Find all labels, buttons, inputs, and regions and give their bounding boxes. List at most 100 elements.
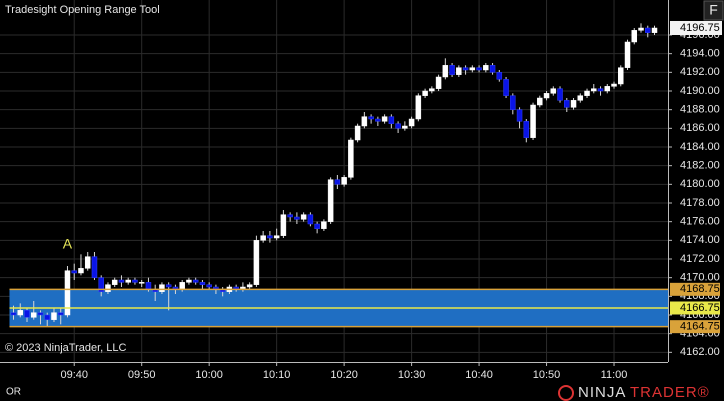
candle-body bbox=[246, 284, 253, 288]
range-price-box bbox=[670, 301, 720, 315]
candle-body bbox=[260, 235, 266, 241]
candle-body bbox=[44, 314, 50, 320]
x-tick-label: 10:10 bbox=[263, 369, 291, 381]
candle-body bbox=[334, 179, 341, 185]
candle-body bbox=[624, 41, 631, 68]
candle-body bbox=[314, 223, 320, 229]
candle-body bbox=[523, 121, 530, 138]
candle-body bbox=[604, 86, 611, 92]
y-tick-label: 4186.00 bbox=[680, 122, 720, 134]
annotation: A bbox=[63, 236, 73, 252]
candle-body bbox=[530, 104, 536, 138]
candle-body bbox=[469, 67, 476, 71]
candle-body bbox=[132, 279, 138, 283]
logo-icon bbox=[558, 385, 574, 401]
y-tick-label: 4184.00 bbox=[680, 141, 720, 153]
x-tick-label: 10:00 bbox=[195, 369, 223, 381]
candle-body bbox=[415, 95, 422, 120]
candle-body bbox=[321, 221, 327, 229]
candle-body bbox=[186, 279, 192, 283]
candle-body bbox=[111, 279, 118, 285]
y-tick-label: 4162.00 bbox=[680, 346, 720, 358]
candle-body bbox=[294, 216, 300, 220]
f-button[interactable] bbox=[703, 0, 724, 21]
candle-body bbox=[368, 116, 374, 120]
candle-body bbox=[118, 279, 125, 283]
candle-body bbox=[375, 118, 381, 122]
y-tick-label: 4176.00 bbox=[680, 216, 720, 228]
candle-body bbox=[17, 310, 23, 316]
candle-body bbox=[105, 284, 111, 292]
y-tick-label: 4172.00 bbox=[680, 253, 720, 265]
candle-body bbox=[496, 72, 503, 80]
candle-body bbox=[395, 123, 401, 129]
candle-body bbox=[253, 240, 260, 285]
candle-body bbox=[199, 282, 206, 285]
candle-body bbox=[442, 65, 449, 78]
candle-body bbox=[37, 312, 44, 316]
plot bbox=[0, 0, 669, 362]
candle-body bbox=[138, 282, 145, 284]
indicator-label: OR bbox=[6, 387, 21, 398]
candle-body bbox=[435, 76, 442, 89]
last-price-label: 4196.75 bbox=[680, 22, 720, 34]
candle-body bbox=[354, 125, 361, 141]
candle-body bbox=[476, 67, 482, 71]
candle-body bbox=[165, 284, 172, 288]
y-tick-label: 4180.00 bbox=[680, 178, 720, 190]
candle-body bbox=[489, 65, 496, 73]
candle-body bbox=[179, 282, 185, 290]
range-price-label: 4166.75 bbox=[680, 302, 720, 314]
x-tick-label: 10:30 bbox=[398, 369, 426, 381]
y-tick-label: 4190.00 bbox=[680, 85, 720, 97]
candle-body bbox=[192, 279, 199, 283]
candle-body bbox=[408, 118, 415, 127]
candle-body bbox=[348, 139, 354, 178]
candle-body bbox=[550, 88, 557, 94]
candle-body bbox=[591, 88, 597, 92]
candle-body bbox=[402, 125, 408, 129]
candle-body bbox=[537, 97, 543, 106]
candle-body bbox=[516, 109, 523, 122]
y-tick-label: 4178.00 bbox=[680, 197, 720, 209]
x-tick-label: 10:50 bbox=[533, 369, 561, 381]
candle-body bbox=[597, 88, 604, 92]
y-tick-label: 4170.00 bbox=[680, 272, 720, 284]
y-tick-label: 4174.00 bbox=[680, 234, 720, 246]
candle-body bbox=[307, 214, 314, 225]
y-tick-label: 4188.00 bbox=[680, 104, 720, 116]
f-button-label[interactable]: F bbox=[709, 2, 718, 18]
candle-body bbox=[645, 27, 651, 33]
y-tick-label: 4192.00 bbox=[680, 66, 720, 78]
candle-body bbox=[422, 90, 428, 96]
candle-body bbox=[51, 312, 57, 320]
candle-body bbox=[10, 312, 17, 316]
candle-body bbox=[300, 214, 307, 220]
range-price-box bbox=[670, 282, 720, 296]
candle-body bbox=[638, 27, 644, 31]
candle-body bbox=[577, 95, 584, 101]
candle-body bbox=[125, 279, 131, 283]
candle-body bbox=[611, 83, 617, 87]
candle-body bbox=[557, 88, 563, 101]
candle-body bbox=[631, 30, 638, 43]
candle-body bbox=[30, 312, 37, 318]
candle-body bbox=[570, 100, 577, 108]
copyright: © 2023 NinjaTrader, LLC bbox=[5, 342, 126, 354]
candle-body bbox=[91, 256, 98, 278]
candle-body bbox=[24, 310, 30, 318]
candle-body bbox=[145, 282, 152, 290]
logo-trader: TRADER® bbox=[630, 384, 710, 401]
candle-body bbox=[280, 214, 287, 236]
candle-body bbox=[341, 177, 347, 185]
x-tick-label: 10:20 bbox=[330, 369, 358, 381]
range-price-box bbox=[670, 320, 720, 334]
range-price-label: 4168.75 bbox=[680, 283, 720, 295]
candle-body bbox=[57, 312, 64, 316]
candle-body bbox=[98, 277, 104, 292]
x-tick-label: 09:50 bbox=[128, 369, 156, 381]
candle-body bbox=[71, 270, 77, 274]
candle-body bbox=[267, 235, 273, 239]
